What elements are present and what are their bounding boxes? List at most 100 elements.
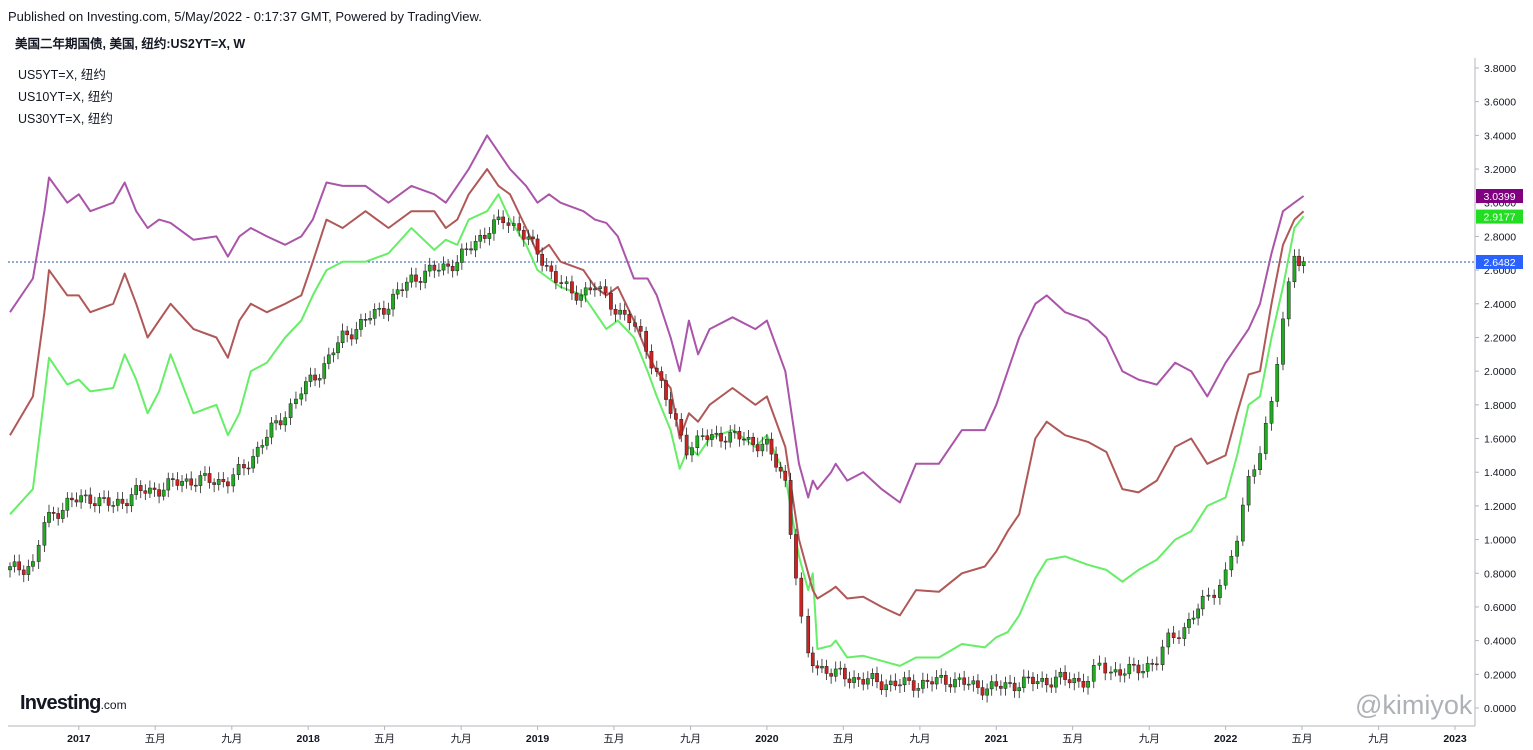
last-value-label: 3.0399 (1483, 191, 1515, 203)
candle (833, 661, 838, 682)
candle (957, 673, 962, 688)
x-tick-label: 五月 (1292, 733, 1313, 745)
candle (613, 304, 618, 322)
candle (487, 227, 492, 246)
candle (902, 671, 907, 692)
candle (1118, 663, 1122, 683)
candle (56, 507, 61, 526)
candle (400, 283, 405, 297)
candle (865, 671, 870, 690)
candle (226, 477, 230, 494)
x-tick-label: 九月 (680, 733, 701, 745)
candle (60, 502, 65, 523)
candle (203, 466, 207, 482)
series-line-US30YT=X (9, 134, 1305, 504)
candle (638, 319, 643, 338)
candle (593, 282, 597, 297)
candle (549, 260, 554, 279)
candle (1040, 671, 1044, 688)
candle (719, 426, 723, 448)
y-tick-label: 0.6000 (1484, 602, 1516, 614)
candle (1301, 256, 1306, 274)
candle (1031, 672, 1035, 692)
candle (1275, 357, 1280, 408)
candle (265, 429, 269, 450)
candle (728, 425, 733, 448)
candle (1103, 657, 1108, 681)
candle (175, 472, 180, 491)
candle (746, 430, 751, 446)
candle (437, 263, 441, 277)
candle (246, 461, 251, 475)
candle (943, 670, 948, 692)
candle (521, 225, 526, 247)
x-tick-label: 五月 (1062, 733, 1083, 745)
candle (1049, 677, 1054, 693)
candle (1067, 672, 1072, 689)
candle (1177, 630, 1181, 645)
candle (308, 367, 313, 388)
candle (242, 459, 246, 476)
candle (1206, 587, 1211, 601)
candle (166, 472, 171, 498)
candle (1166, 628, 1171, 655)
legend-item-us10[interactable]: US10YT=X, 纽约 (18, 90, 113, 104)
candle (1003, 676, 1008, 696)
candle (322, 356, 327, 385)
candle (788, 472, 793, 539)
candle (684, 427, 689, 460)
candle (1160, 639, 1165, 671)
candle (907, 670, 911, 686)
candle (129, 487, 134, 513)
candle (349, 328, 354, 346)
candle (386, 302, 391, 322)
candle (1132, 657, 1136, 672)
candle (236, 456, 241, 480)
candle (1122, 668, 1127, 683)
candle (97, 492, 102, 514)
candle (1258, 446, 1262, 475)
y-tick-label: 1.4000 (1484, 467, 1516, 479)
candle (36, 540, 41, 569)
candle (161, 482, 166, 501)
candle (198, 470, 203, 494)
candle (1091, 659, 1096, 689)
candle (391, 288, 395, 317)
candle (1187, 612, 1191, 635)
candle (1286, 277, 1291, 327)
y-tick-label: 0.4000 (1484, 636, 1516, 648)
candle (517, 216, 522, 237)
logo-suffix: .com (100, 698, 127, 712)
candle (157, 483, 161, 504)
candle (354, 321, 359, 344)
candle (1113, 662, 1118, 677)
candle (1171, 625, 1176, 644)
candle (1145, 656, 1150, 678)
candle (180, 474, 184, 493)
candle (760, 436, 765, 457)
candle (1044, 673, 1049, 693)
x-tick-label: 2020 (755, 733, 779, 745)
candle (962, 670, 967, 691)
x-tick-label: 五月 (374, 733, 395, 745)
candle (409, 267, 414, 288)
candle (170, 472, 175, 487)
last-value-label: 2.9177 (1483, 212, 1515, 224)
candle (1097, 655, 1102, 670)
candle (806, 608, 811, 658)
candle (1150, 658, 1155, 672)
y-tick-label: 1.2000 (1484, 501, 1516, 513)
candle (1058, 667, 1063, 685)
candle (695, 430, 700, 455)
candle (769, 432, 774, 461)
legend-item-us5[interactable]: US5YT=X, 纽约 (18, 68, 106, 82)
candle (111, 501, 116, 514)
legend-item-us30[interactable]: US30YT=X, 纽约 (18, 112, 113, 126)
candle (1229, 550, 1234, 577)
candle (679, 413, 684, 443)
x-tick-label: 五月 (603, 733, 624, 745)
candle (737, 426, 742, 447)
y-tick-label: 3.8000 (1484, 63, 1516, 75)
candle (953, 672, 957, 693)
